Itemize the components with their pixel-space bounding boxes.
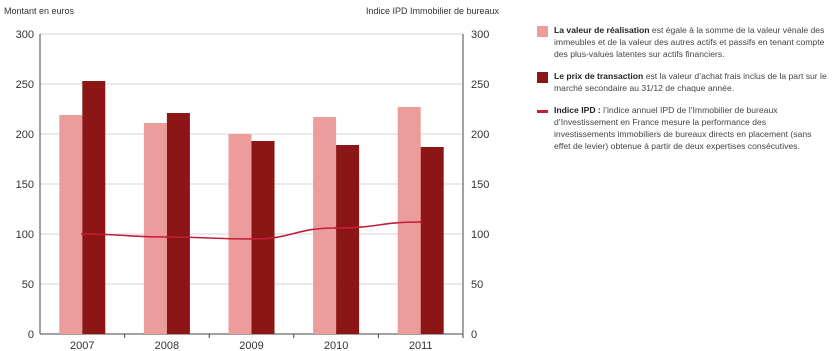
left-tick-label-200: 200: [16, 129, 34, 141]
bar-realisation-2008: [143, 123, 167, 334]
legend-item-realisation: La valeur de réalisation est égale à la …: [537, 24, 829, 60]
legend-item-transaction: Le prix de transaction est la valeur d’a…: [537, 70, 829, 94]
right-tick-label-300: 300: [471, 29, 489, 41]
right-tick-label-250: 250: [471, 79, 489, 91]
left-axis-title: Montant en euros: [4, 6, 75, 16]
legend-item-ipd: Indice IPD : l’indice annuel IPD de l’Im…: [537, 104, 829, 152]
right-tick-label-50: 50: [471, 279, 483, 291]
right-axis-title: Indice IPD Immobilier de bureaux: [366, 6, 500, 16]
combo-chart: Montant en euros Indice IPD Immobilier d…: [4, 6, 500, 351]
legend-desc-realisation: est égale à la somme de la valeur vénale…: [554, 25, 825, 59]
bar-realisation-2010: [313, 117, 337, 334]
left-tick-label-250: 250: [16, 79, 34, 91]
x-tick-label-2007: 2007: [70, 340, 94, 351]
bar-realisation-2007: [59, 115, 83, 334]
left-tick-label-0: 0: [28, 329, 34, 341]
ipd-point-2007: [81, 232, 84, 236]
bar-transaction-2008: [166, 113, 190, 334]
bar-transaction-2011: [420, 147, 444, 334]
ipd-point-2011: [419, 220, 422, 224]
legend-desc-ipd: l’indice annuel IPD de l’Immobilier de b…: [554, 105, 812, 151]
legend-label-realisation: La valeur de réalisation: [554, 25, 650, 35]
legend-label-transaction: Le prix de transaction: [554, 71, 644, 81]
right-tick-label-150: 150: [471, 179, 489, 191]
bar-transaction-2007: [82, 81, 106, 334]
bar-transaction-2009: [251, 141, 275, 334]
right-tick-label-100: 100: [471, 229, 489, 241]
left-tick-label-100: 100: [16, 229, 34, 241]
ipd-point-2009: [250, 237, 253, 241]
x-tick-label-2009: 2009: [239, 340, 263, 351]
ipd-point-2008: [165, 235, 169, 239]
legend-swatch-ipd: [537, 110, 548, 113]
right-tick-label-0: 0: [471, 329, 477, 341]
left-tick-label-300: 300: [16, 29, 34, 41]
legend-desc-transaction: est la valeur d’achat frais inclus de la…: [554, 71, 827, 93]
bar-realisation-2011: [397, 107, 421, 334]
x-tick-label-2011: 2011: [409, 340, 433, 351]
left-tick-label-50: 50: [22, 279, 34, 291]
right-tick-label-200: 200: [471, 129, 489, 141]
left-tick-label-150: 150: [16, 179, 34, 191]
legend-swatch-realisation: [537, 26, 548, 37]
legend: La valeur de réalisation est égale à la …: [537, 24, 829, 162]
x-tick-label-2010: 2010: [324, 340, 348, 351]
x-tick-label-2008: 2008: [155, 340, 179, 351]
bar-transaction-2010: [336, 145, 360, 334]
legend-swatch-transaction: [537, 72, 548, 83]
legend-label-ipd: Indice IPD :: [554, 105, 601, 115]
ipd-point-2010: [334, 226, 338, 230]
bar-realisation-2009: [228, 134, 252, 334]
